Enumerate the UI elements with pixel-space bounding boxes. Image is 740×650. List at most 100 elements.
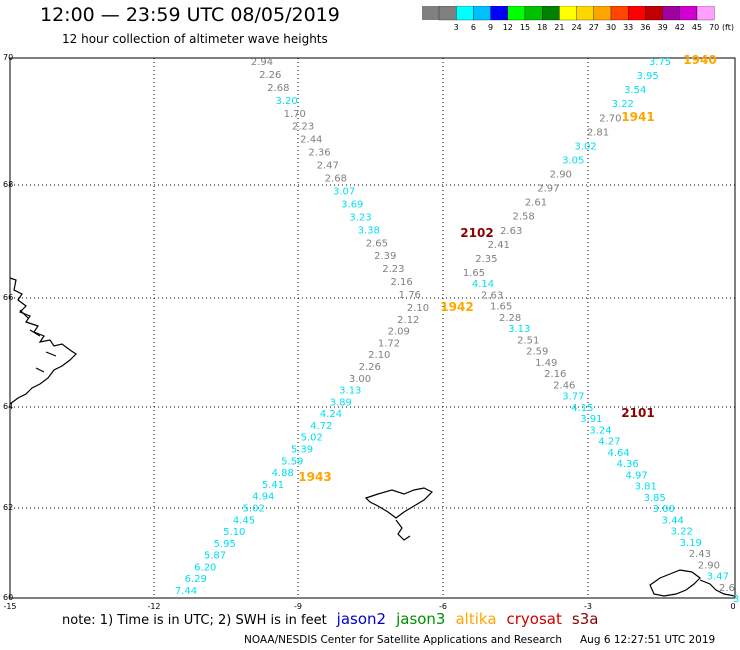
wave-value: 1.65 — [463, 268, 485, 279]
legend-label: 21 — [554, 23, 564, 31]
wave-value: 1.70 — [284, 109, 306, 120]
wave-value: 6.29 — [185, 574, 207, 585]
coastline-norway — [649, 569, 736, 597]
wave-value: 4.36 — [616, 459, 638, 470]
lon-tick-label: -12 — [147, 602, 160, 610]
wave-value: 5.02 — [243, 504, 265, 515]
legend-label: 15 — [520, 23, 530, 31]
wave-value: 3.54 — [624, 85, 646, 96]
wave-value: 2.97 — [537, 184, 559, 195]
wave-value: 2.44 — [300, 135, 322, 146]
wave-value: 2.59 — [526, 347, 548, 358]
wave-value: 3.77 — [562, 392, 584, 403]
wave-height-values: 2.94 2.26 2.68 3.20 1.70 2.23 2.44 2.36 2.47 2.68… — [175, 57, 739, 605]
coastline-greenland — [9, 277, 77, 405]
track-time-label: 2101 — [621, 406, 654, 420]
legend-label: 6 — [471, 23, 476, 31]
wave-value: 3.38 — [358, 225, 380, 236]
wave-value: 2.10 — [407, 303, 429, 314]
wave-value: 3.22 — [612, 99, 634, 110]
wave-value: 3.95 — [636, 71, 658, 82]
legend-label: 45 — [692, 23, 702, 31]
wave-height-map: 70 68 66 64 62 60 -15 -12 -9 -6 -3 0 2.94 2.26 2.68 3… — [3, 53, 739, 610]
wave-value: 5.87 — [204, 551, 226, 562]
wave-value: 3.75 — [649, 57, 671, 68]
wave-value: 3.07 — [333, 187, 355, 198]
wave-value: 3 — [733, 594, 739, 605]
footer-note-line: note: 1) Time is in UTC; 2) SWH is in fe… — [62, 610, 598, 628]
wave-value: 2.43 — [689, 549, 711, 560]
satellite-name: jason3 — [396, 610, 446, 628]
legend-label: 24 — [572, 23, 582, 31]
lon-tick-label: -9 — [294, 602, 302, 610]
wave-value: 2.10 — [368, 350, 390, 361]
wave-value: 3.05 — [562, 156, 584, 167]
wave-value: 2.90 — [698, 560, 720, 571]
wave-value: 3.91 — [580, 414, 602, 425]
longitude-axis: -15 -12 -9 -6 -3 0 — [3, 602, 735, 610]
wave-value: 2.35 — [475, 254, 497, 265]
wave-value: 3.22 — [671, 527, 693, 538]
wave-value: 2.63 — [500, 226, 522, 237]
wave-value: 2.68 — [267, 83, 289, 94]
wave-value: 4.94 — [252, 492, 274, 503]
color-scale-legend: 3 6 9 12 15 18 21 24 27 30 33 36 39 42 45 70 (ft) — [422, 6, 734, 31]
wave-value: 3.24 — [589, 425, 611, 436]
credit-text: NOAA/NESDIS Center for Satellite Applica… — [244, 634, 562, 646]
legend-label: 27 — [589, 23, 599, 31]
wave-value: 4.45 — [233, 515, 255, 526]
wave-value: 1.49 — [535, 358, 557, 369]
wave-value: 2.41 — [488, 240, 510, 251]
wave-value: 1.76 — [399, 290, 421, 301]
map-frame — [9, 57, 736, 599]
wave-value: 4.97 — [625, 470, 647, 481]
track-time-label: 1943 — [298, 470, 331, 484]
wave-value: 4.72 — [310, 421, 332, 432]
legend-label: 18 — [537, 23, 547, 31]
wave-value: 2.51 — [517, 335, 539, 346]
lat-tick-label: 68 — [3, 180, 13, 189]
legend-label: 33 — [623, 23, 633, 31]
wave-value: 2.65 — [366, 238, 388, 249]
wave-value: 1.72 — [378, 338, 400, 349]
wave-value: 5.59 — [281, 456, 303, 467]
legend-label: 39 — [658, 23, 668, 31]
wave-value: 3.19 — [680, 538, 702, 549]
legend-label: 3 — [454, 23, 459, 31]
page-title: 12:00 — 23:59 UTC 08/05/2019 — [40, 4, 340, 26]
wave-value: 2.47 — [317, 161, 339, 172]
wave-value: 3.13 — [508, 324, 530, 335]
track-time-label: 1942 — [440, 300, 473, 314]
wave-value: 2.70 — [599, 113, 621, 124]
track-time-label: 2102 — [460, 226, 493, 240]
wave-value: 4.15 — [571, 403, 593, 414]
legend-swatch-start — [422, 6, 439, 20]
wave-value: 3.13 — [339, 386, 361, 397]
lat-tick-label: 60 — [3, 593, 13, 602]
wave-value: 3.02 — [574, 141, 596, 152]
wave-value: 3.23 — [349, 212, 371, 223]
legend-label: 70 — [709, 23, 719, 31]
wave-value: 3.00 — [653, 504, 675, 515]
wave-value: 2.26 — [359, 362, 381, 373]
legend-label: 9 — [488, 23, 493, 31]
legend-unit: (ft) — [722, 23, 734, 31]
wave-value: 2.94 — [251, 57, 273, 68]
wave-value: 2.12 — [397, 315, 419, 326]
wave-value: 2.26 — [259, 70, 281, 81]
wave-value: 3.89 — [330, 397, 352, 408]
wave-value: 4.88 — [272, 468, 294, 479]
lat-tick-label: 70 — [3, 53, 13, 62]
wave-value: 2.23 — [292, 122, 314, 133]
wave-value: 5.95 — [214, 539, 236, 550]
wave-value: 2.61 — [525, 198, 547, 209]
wave-value: 2.68 — [325, 174, 347, 185]
satellite-name: s3a — [571, 610, 599, 628]
wave-value: 2.81 — [587, 127, 609, 138]
wave-value: 3.69 — [341, 199, 363, 210]
lon-tick-label: 0 — [730, 602, 735, 610]
legend-swatch — [696, 6, 715, 21]
wave-value: 4.64 — [607, 448, 629, 459]
wave-value: 2.09 — [388, 327, 410, 338]
wave-value: 2.23 — [382, 264, 404, 275]
